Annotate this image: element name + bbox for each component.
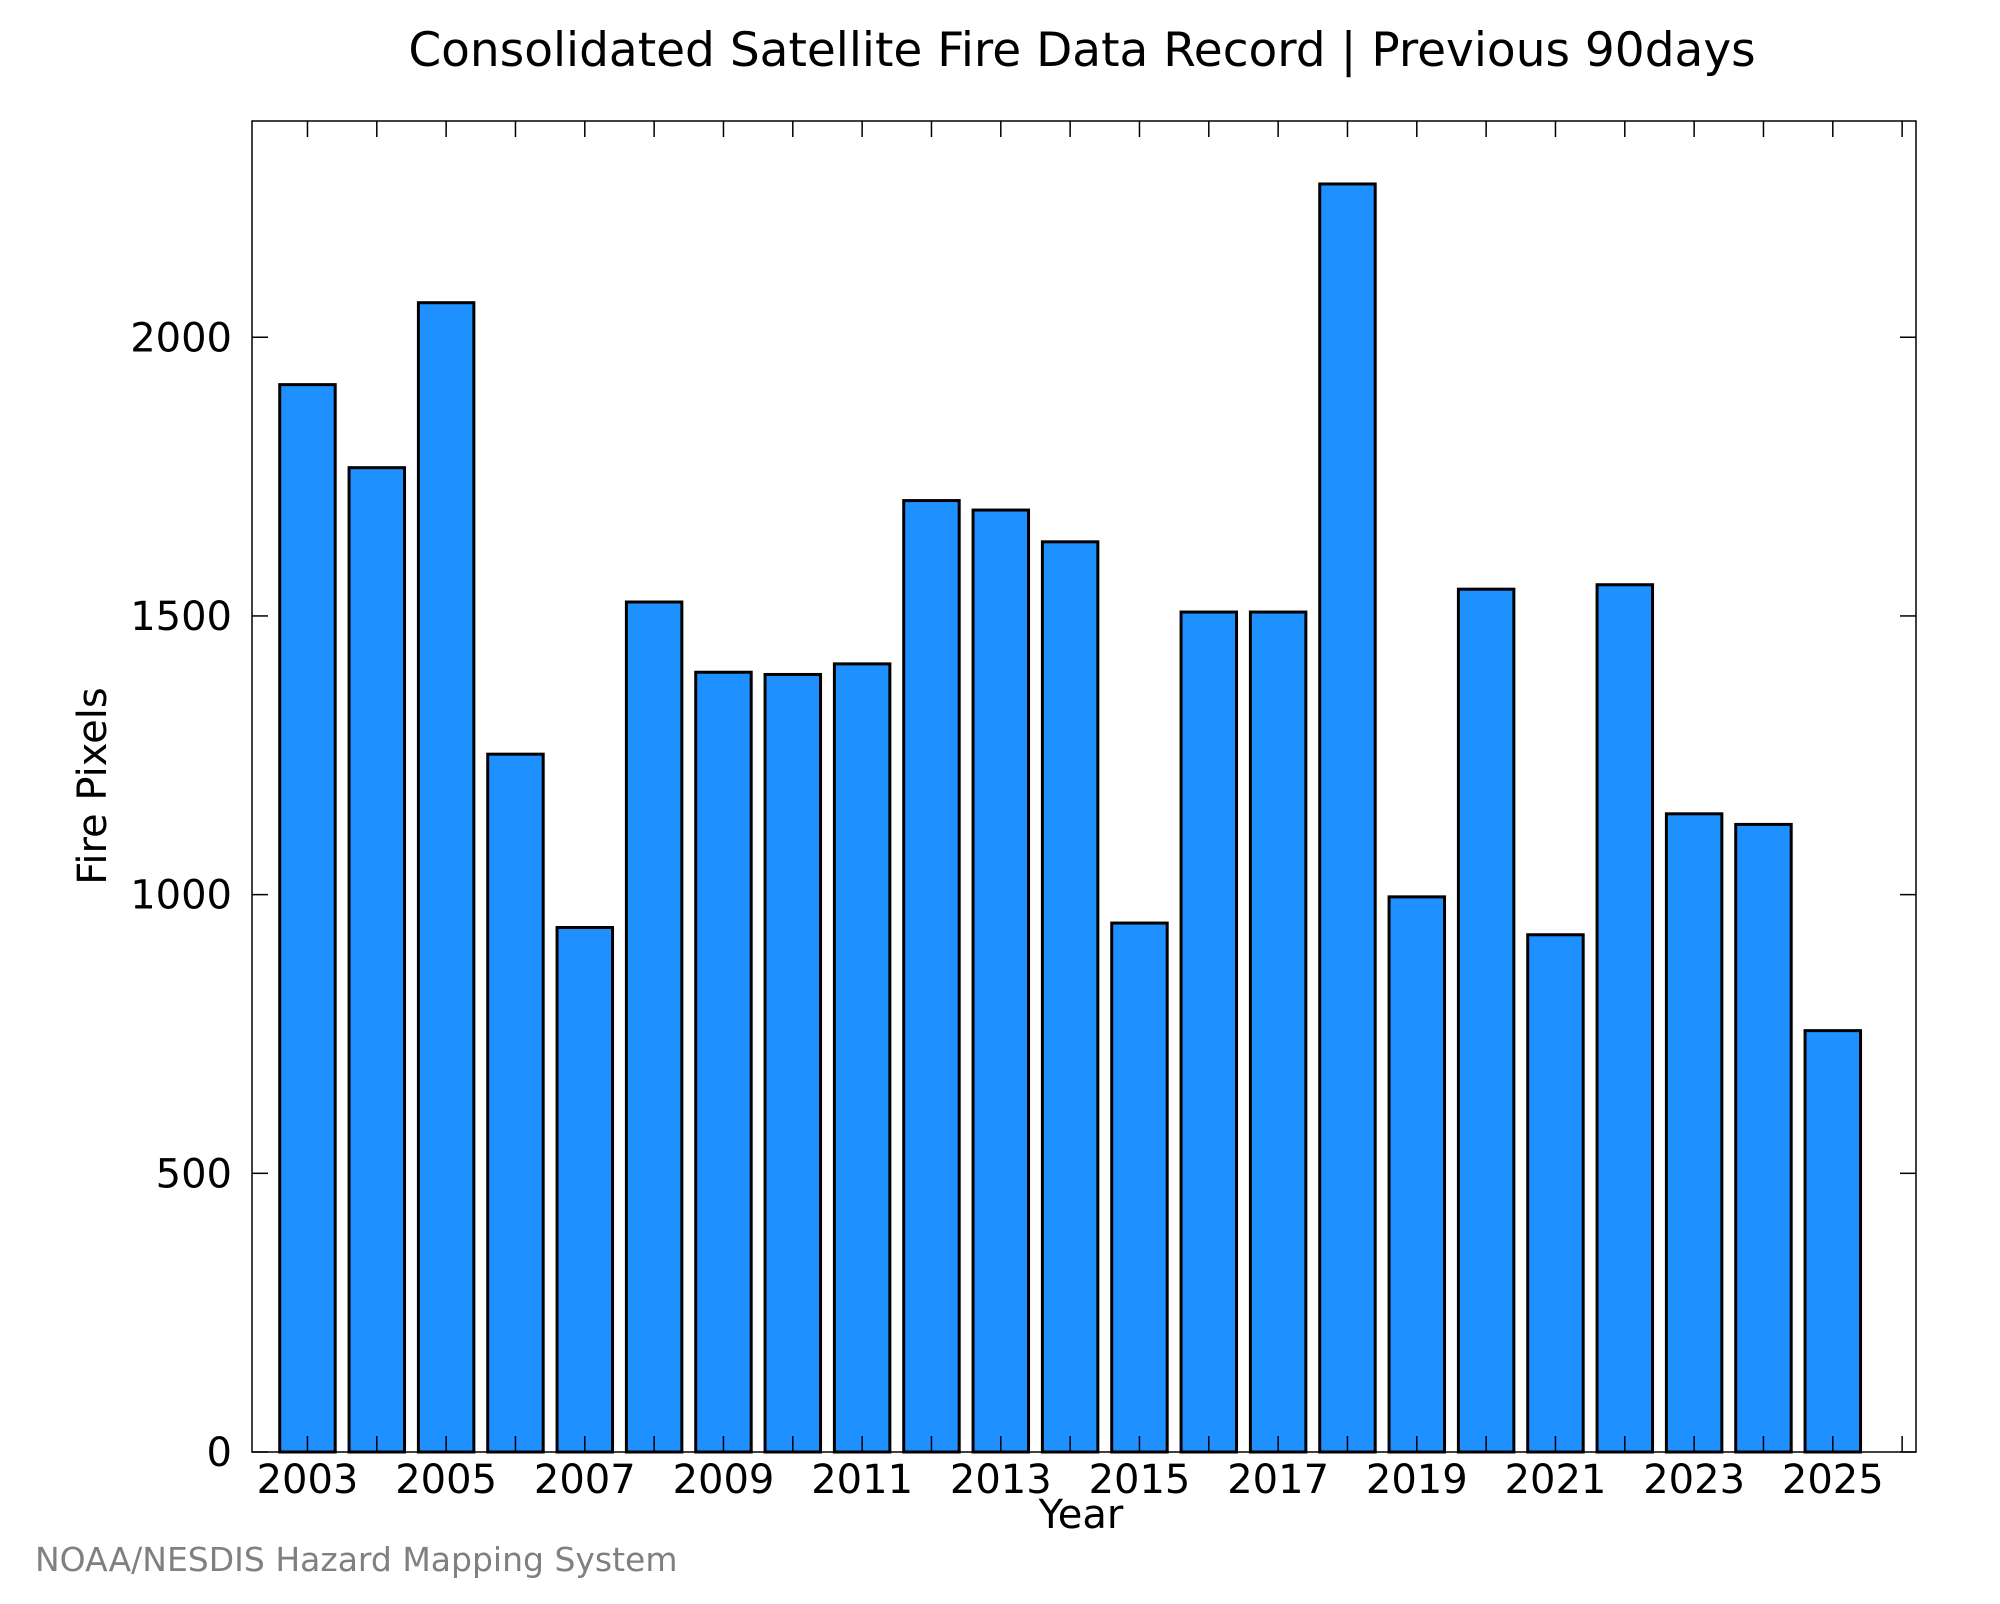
bar-2021 <box>1526 933 1585 1454</box>
bar-2009 <box>694 670 753 1454</box>
x-tick-label-2005: 2005 <box>395 1457 497 1503</box>
bar-2004 <box>347 466 407 1454</box>
bar-2015 <box>1110 921 1169 1454</box>
bar-2011 <box>832 662 892 1454</box>
bar-2007 <box>555 926 615 1454</box>
y-tick-label-0: 0 <box>207 1430 232 1476</box>
y-axis-tick-labels: 0 500 1000 1500 2000 <box>130 315 232 1476</box>
bar-2025 <box>1803 1029 1863 1454</box>
credit-text: NOAA/NESDIS Hazard Mapping System <box>35 1540 678 1579</box>
x-tick-label-2025: 2025 <box>1782 1457 1884 1503</box>
bar-2014 <box>1040 540 1100 1454</box>
bars-group <box>278 182 1863 1454</box>
chart-title: Consolidated Satellite Fire Data Record … <box>408 23 1755 78</box>
x-tick-label-2003: 2003 <box>257 1457 359 1503</box>
y-tick-label-1500: 1500 <box>130 594 232 640</box>
bar-2005 <box>416 301 476 1454</box>
bar-2010 <box>763 672 823 1454</box>
x-tick-label-2017: 2017 <box>1227 1457 1329 1503</box>
x-tick-label-2019: 2019 <box>1366 1457 1468 1503</box>
bar-2017 <box>1248 610 1308 1454</box>
y-tick-label-2000: 2000 <box>130 315 232 361</box>
y-tick-label-500: 500 <box>156 1151 232 1197</box>
y-tick-label-1000: 1000 <box>130 873 232 919</box>
bar-2003 <box>278 383 337 1454</box>
bar-2020 <box>1456 587 1516 1454</box>
bar-2022 <box>1595 583 1655 1454</box>
x-tick-label-2013: 2013 <box>950 1457 1052 1503</box>
x-tick-label-2011: 2011 <box>811 1457 913 1503</box>
bar-2016 <box>1179 610 1239 1454</box>
x-tick-label-2007: 2007 <box>534 1457 636 1503</box>
bar-2013 <box>971 508 1031 1454</box>
plot-frame <box>251 120 1917 1453</box>
x-axis-tick-labels: 2003 2005 2007 2009 2011 2013 2015 2017 2019 2021… <box>257 1457 1884 1503</box>
x-tick-label-2023: 2023 <box>1643 1457 1745 1503</box>
axis-ticks <box>252 121 1916 1453</box>
bar-2024 <box>1734 822 1793 1454</box>
bar-2018 <box>1318 182 1377 1454</box>
bar-2019 <box>1387 895 1447 1454</box>
x-tick-label-2015: 2015 <box>1089 1457 1191 1503</box>
bar-2008 <box>624 600 684 1454</box>
x-tick-label-2009: 2009 <box>673 1457 775 1503</box>
y-axis-label: Fire Pixels <box>70 687 116 884</box>
bar-2006 <box>486 752 545 1454</box>
bar-2023 <box>1664 812 1724 1454</box>
bar-2012 <box>902 499 961 1454</box>
x-axis-label: Year <box>1038 1492 1124 1538</box>
x-tick-label-2021: 2021 <box>1505 1457 1607 1503</box>
